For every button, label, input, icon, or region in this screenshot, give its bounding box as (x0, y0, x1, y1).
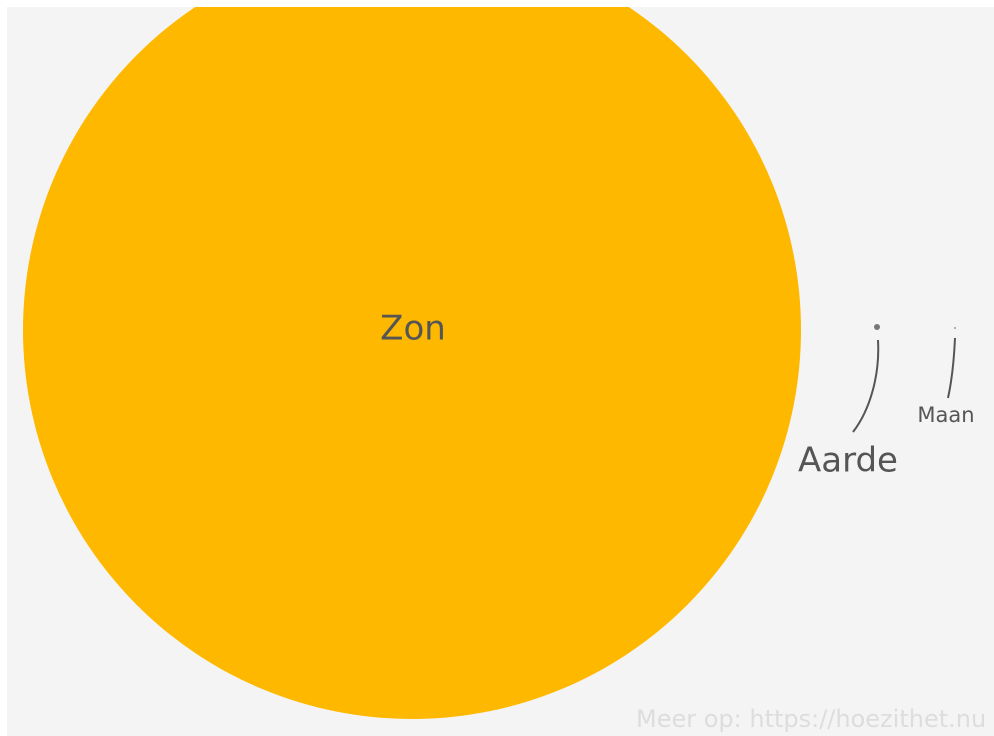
sun-label: Zon (380, 309, 446, 349)
earth-pointer (852, 339, 880, 433)
footer: Meer op: https://hoezithet.nu (636, 705, 986, 733)
earth-label: Aarde (798, 441, 898, 481)
moon-label: Maan (917, 403, 974, 427)
moon-pointer (947, 337, 956, 399)
moon (954, 327, 956, 329)
sun (23, 7, 801, 719)
earth (874, 324, 880, 330)
